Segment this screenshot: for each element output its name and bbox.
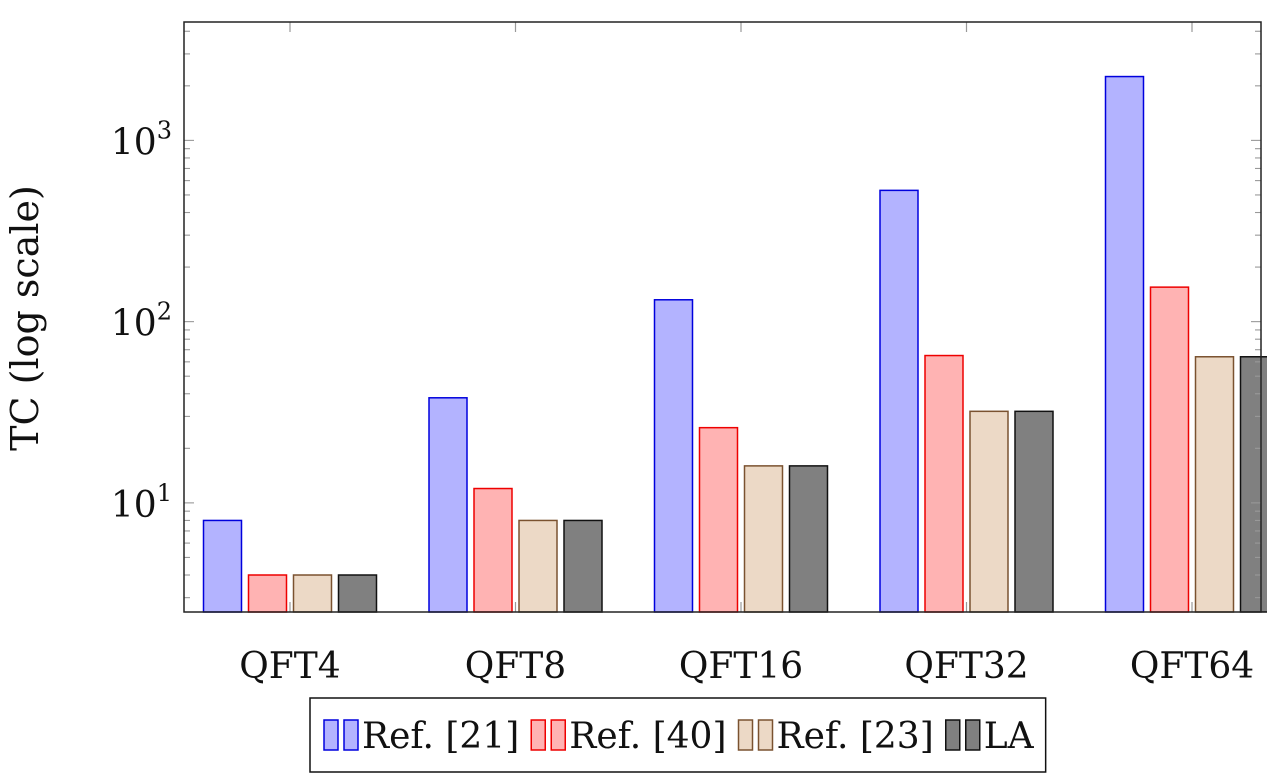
axis-ticks: [184, 22, 1261, 612]
legend-label: Ref. [40]: [569, 716, 726, 757]
bar-qft8-series-1: [428, 397, 468, 613]
y-tick-base: 10: [111, 485, 157, 526]
legend-swatch: [757, 719, 774, 751]
bar-qft64-series-2: [1149, 286, 1190, 613]
legend-box: [309, 697, 1047, 773]
plot-frame: [183, 21, 1262, 613]
y-tick-base: 10: [111, 122, 157, 163]
bar-qft4-series-2: [247, 574, 288, 613]
legend-swatch: [343, 719, 359, 751]
legend: Ref. [21] Ref. [40] Ref. [23] LA: [309, 697, 1047, 773]
legend-swatch: [965, 719, 981, 751]
bar-qft32-series-2: [924, 354, 964, 613]
x-tick-label: QFT32: [904, 646, 1028, 687]
bar-qft16-series-2: [698, 426, 739, 613]
y-tick-label: 102: [111, 298, 172, 345]
bar-qft8-series-4: [563, 519, 603, 613]
y-tick-label: 103: [111, 116, 172, 163]
legend-swatch: [550, 719, 566, 751]
bar-qft64-series-3: [1194, 356, 1235, 613]
legend-label: Ref. [23]: [777, 716, 934, 757]
x-tick-label: QFT16: [679, 646, 803, 687]
bar-qft8-series-2: [473, 487, 513, 613]
bar-qft16-series-1: [653, 299, 694, 613]
bars-group: [202, 75, 1267, 613]
y-tick-base: 10: [111, 304, 157, 345]
bar-qft16-series-4: [788, 465, 829, 613]
bar-qft32-series-1: [879, 189, 919, 613]
legend-label: Ref. [21]: [362, 716, 519, 757]
legend-swatch: [530, 719, 546, 751]
bar-qft32-series-3: [969, 410, 1009, 613]
x-tick-label: QFT8: [465, 646, 566, 687]
y-tick-exponent: 1: [157, 479, 172, 507]
x-tick-labels: QFT4 QFT8 QFT16 QFT32 QFT64: [239, 646, 1254, 687]
legend-swatch: [945, 719, 961, 751]
y-tick-exponent: 2: [157, 298, 172, 326]
legend-swatch: [323, 719, 339, 751]
legend-swatch: [737, 719, 754, 751]
y-tick-label: 101: [111, 479, 172, 526]
legend-label: LA: [984, 716, 1035, 757]
y-tick-exponent: 3: [157, 116, 172, 144]
x-tick-label: QFT4: [239, 646, 340, 687]
bar-qft32-series-4: [1014, 410, 1054, 613]
bar-qft64-series-1: [1104, 75, 1145, 613]
bar-qft64-series-4: [1239, 356, 1267, 613]
bar-qft16-series-3: [743, 465, 784, 613]
bar-qft4-series-3: [292, 574, 333, 613]
x-tick-label: QFT64: [1130, 646, 1254, 687]
bar-qft8-series-3: [518, 519, 558, 613]
bar-qft4-series-4: [337, 574, 378, 613]
bar-qft4-series-1: [202, 519, 243, 613]
y-axis-label: TC (log scale): [3, 185, 47, 451]
